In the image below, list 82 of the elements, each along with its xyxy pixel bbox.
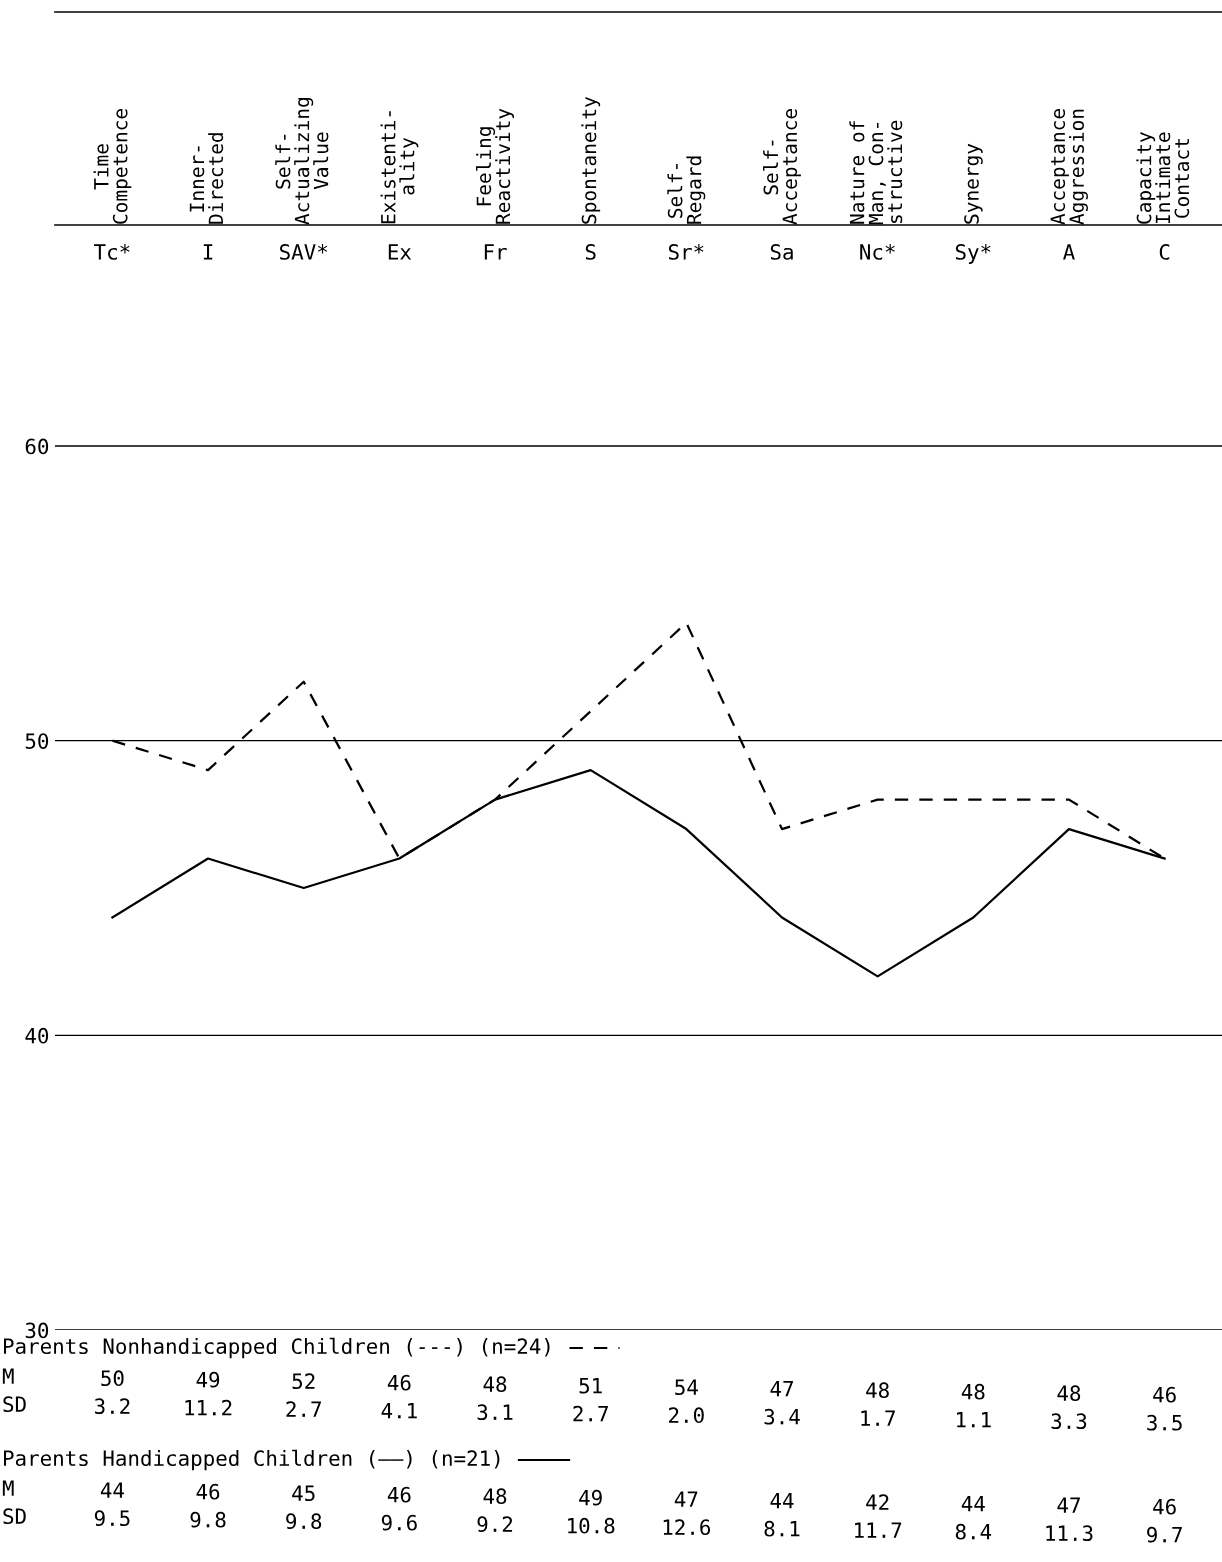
text: Self- Regard [667, 156, 706, 224]
text: 8.1 [764, 1520, 800, 1537]
text: 52 [292, 1373, 315, 1390]
text: 9.6 [381, 1514, 417, 1531]
text: 4.1 [381, 1403, 417, 1419]
text: 3.5 [1147, 1414, 1182, 1431]
text: 8.4 [955, 1523, 992, 1540]
y-tick-label: 40 [25, 1027, 49, 1044]
text: Spontaneity [581, 96, 601, 224]
x-tick-label: Ex [388, 244, 412, 260]
text: 11.3 [1046, 1525, 1093, 1542]
legend-label: Parents Nonhandicapped Children (---) (n=24) [4, 1337, 550, 1359]
text: Self- Acceptance [763, 109, 801, 225]
text: 12.6 [663, 1519, 711, 1536]
text: 2.7 [286, 1401, 321, 1417]
text: Synergy [964, 143, 983, 224]
text: 3.1 [477, 1404, 513, 1421]
text: 48 [866, 1382, 889, 1399]
text: 47 [1057, 1497, 1080, 1513]
text: 1.7 [861, 1410, 895, 1426]
text: 49 [579, 1489, 602, 1506]
x-tick-label: Nc* [860, 244, 895, 260]
text: 48 [1057, 1385, 1081, 1402]
x-tick-label: Sa [770, 244, 793, 260]
text: Capacity Intimate Contact [1136, 132, 1190, 224]
legend-label: Parents Handicapped Children (——) (n=21) [4, 1449, 500, 1471]
text: 46 [387, 1486, 411, 1503]
text: 46 [196, 1483, 220, 1500]
text: 11.7 [855, 1522, 902, 1538]
text: 3.4 [764, 1408, 800, 1425]
x-tick-label: C [1159, 244, 1170, 260]
text: 54 [675, 1379, 698, 1396]
text: SD [3, 1396, 26, 1413]
x-tick-label: Tc* [94, 244, 130, 260]
text: 42 [866, 1494, 889, 1510]
text: 10.8 [568, 1517, 615, 1534]
text: Feeling Reactivity [476, 108, 515, 224]
text: 11.2 [185, 1399, 232, 1416]
text: 2.7 [573, 1405, 608, 1422]
text: Inner- Directed [189, 133, 224, 224]
text: 1.1 [956, 1412, 991, 1428]
text: M [2, 1480, 14, 1496]
y-tick-label: 50 [25, 733, 49, 749]
text: 49 [196, 1371, 220, 1388]
text: 44 [100, 1482, 124, 1498]
text: 45 [292, 1485, 315, 1502]
x-tick-label: Fr [484, 244, 507, 260]
x-tick-label: A [1063, 244, 1075, 260]
y-tick-label: 60 [25, 438, 49, 455]
text: 3.3 [1051, 1413, 1087, 1430]
text: 46 [1153, 1386, 1176, 1403]
text: Existenti- ality [380, 111, 419, 224]
text: Acceptance Aggression [1050, 109, 1088, 225]
text: 50 [101, 1370, 124, 1387]
text: 44 [770, 1493, 794, 1509]
x-tick-label: SAV* [280, 244, 328, 260]
text: 48 [961, 1383, 985, 1400]
text: 48 [483, 1376, 507, 1393]
text: 46 [387, 1374, 411, 1391]
text: 9.2 [477, 1516, 513, 1533]
text: 47 [674, 1491, 698, 1507]
text: 9.8 [190, 1511, 226, 1528]
text: 51 [579, 1378, 602, 1394]
text: 9.8 [286, 1513, 322, 1530]
text: 3.2 [94, 1398, 130, 1415]
x-tick-label: Sr* [668, 244, 704, 260]
text: Nature of Man, Con- structive [849, 120, 903, 225]
y-tick-label: 30 [25, 1322, 49, 1339]
text: 9.5 [94, 1510, 130, 1527]
text: Self- Actualizing Value [275, 98, 329, 225]
text: 9.7 [1147, 1526, 1182, 1543]
text: SD [3, 1508, 26, 1525]
x-tick-label: S [585, 244, 596, 260]
x-tick-label: Sy* [955, 244, 991, 264]
text: M [2, 1368, 14, 1384]
text: 44 [961, 1496, 985, 1512]
text: 46 [1153, 1498, 1176, 1515]
text: 2.0 [669, 1407, 704, 1424]
text: 48 [483, 1488, 507, 1505]
x-tick-label: I [203, 244, 213, 260]
text: 47 [770, 1381, 793, 1397]
text: Time Competence [93, 109, 132, 224]
